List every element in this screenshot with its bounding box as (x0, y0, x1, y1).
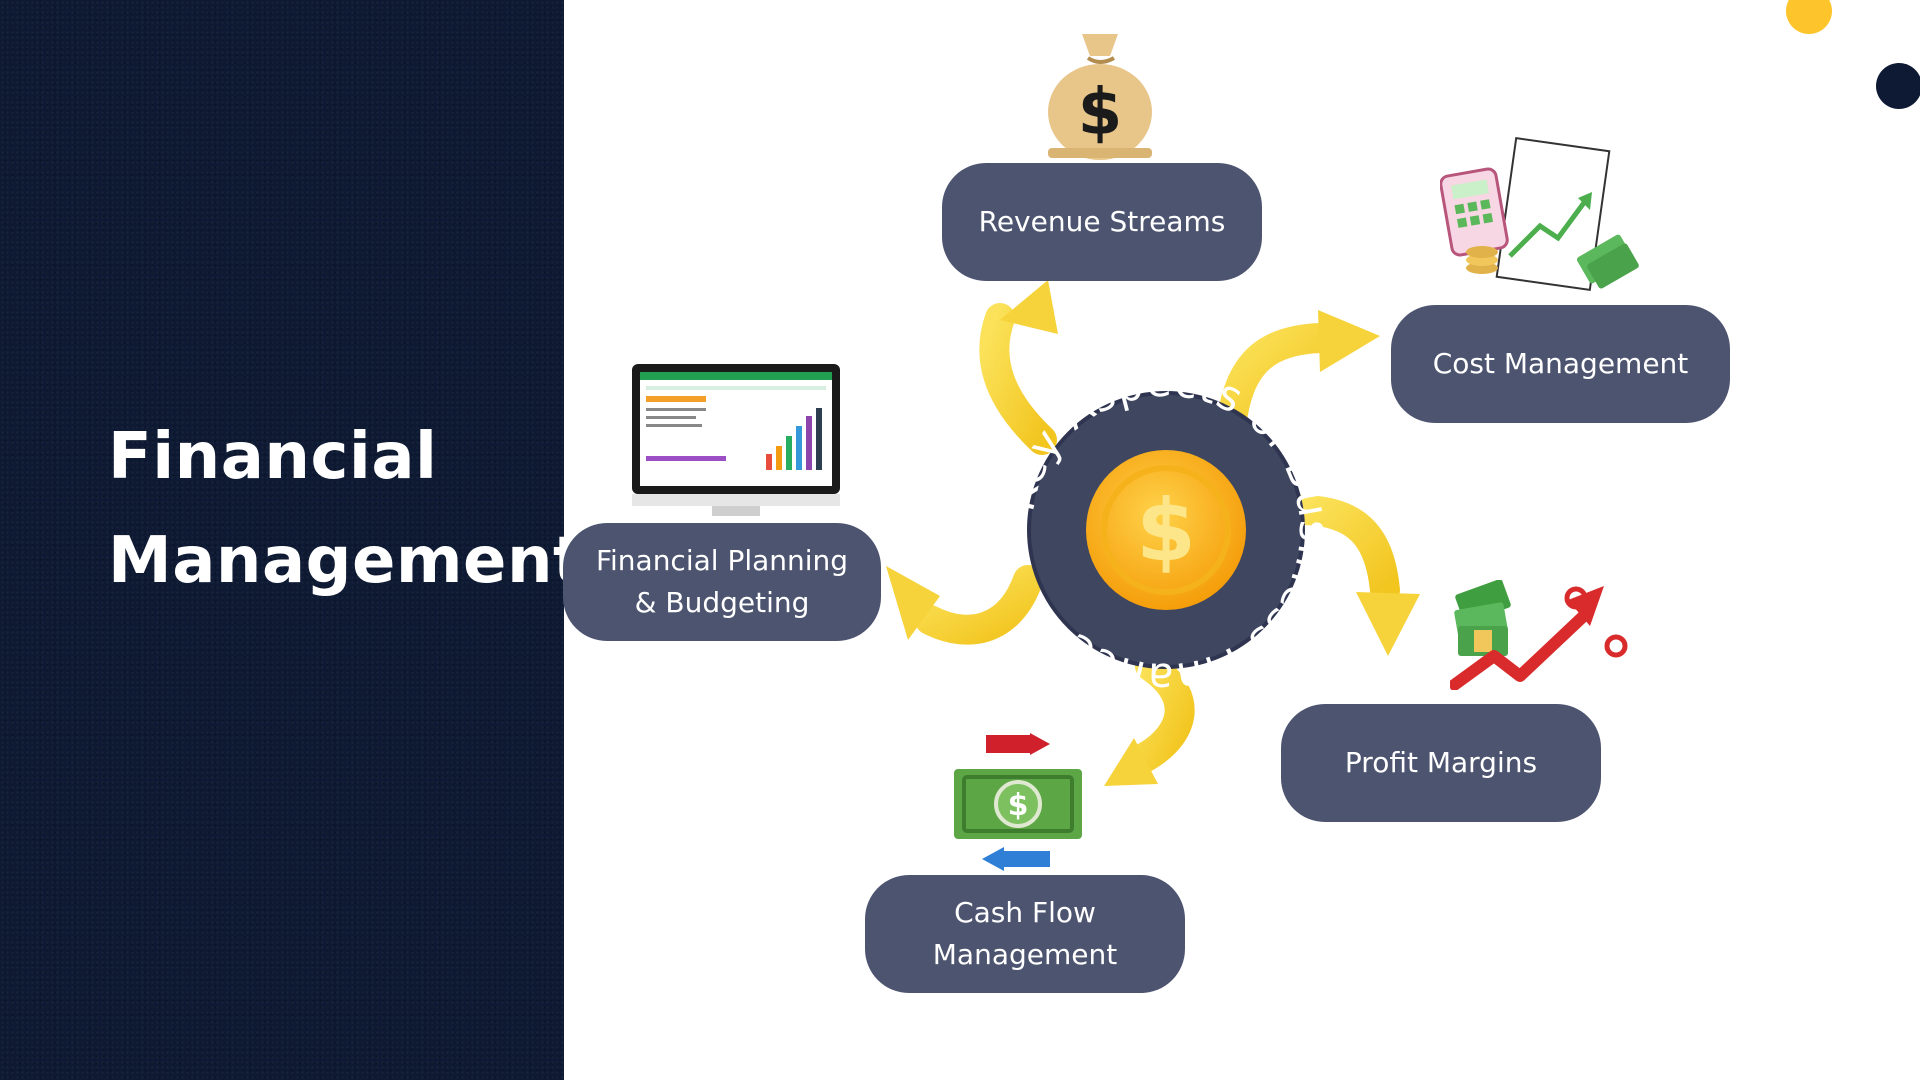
svg-text:$: $ (1008, 788, 1029, 823)
page-title: Financial Management (108, 405, 585, 613)
decorative-dot-navy (1876, 63, 1920, 109)
sidebar-panel (0, 0, 564, 1080)
arrow-to-revenue (979, 280, 1058, 455)
decorative-dot-yellow (1786, 0, 1832, 34)
center-ring-label: Key Aspects of Business Finance (994, 357, 1339, 704)
title-line-1: Financial (108, 420, 438, 494)
center-symbol: $ (1136, 481, 1196, 581)
coin-icon (1086, 450, 1246, 610)
node-financial-planning: Financial Planning & Budgeting (563, 523, 881, 641)
profit-trend-icon (1450, 580, 1628, 690)
node-profit-margins: Profit Margins (1281, 704, 1601, 822)
svg-text:$: $ (1078, 76, 1123, 150)
arrow-to-planning (886, 565, 1043, 645)
node-cash-flow: Cash Flow Management (865, 875, 1185, 993)
calculator-chart-icon (1440, 137, 1639, 291)
money-bag-icon: $ (1048, 34, 1152, 160)
center-hub: $ Key Aspects of Business Finance (994, 357, 1339, 704)
node-revenue-streams: Revenue Streams (942, 163, 1262, 281)
title-line-2: Management (108, 524, 585, 598)
spreadsheet-monitor-icon (632, 364, 840, 516)
node-cost-management: Cost Management (1391, 305, 1730, 423)
arrow-to-cashflow (1104, 651, 1195, 786)
cash-exchange-icon: $ (954, 733, 1082, 871)
arrow-to-profit (1285, 495, 1420, 656)
arrow-to-cost (1217, 310, 1380, 435)
